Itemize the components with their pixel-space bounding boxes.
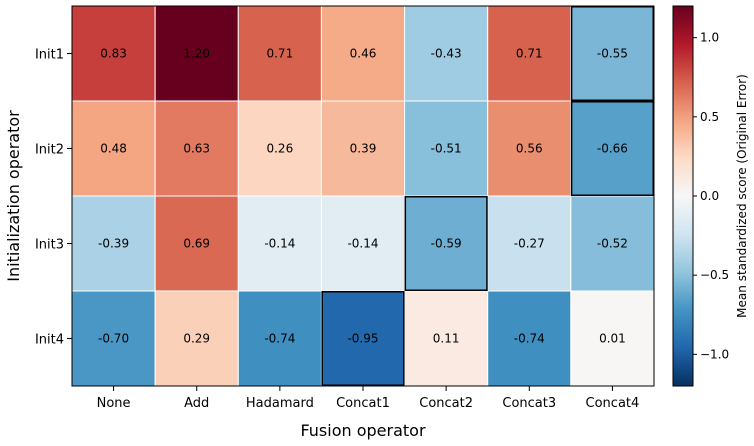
cell-value-label: 0.69 [183,237,210,251]
heatmap-cell [320,5,406,102]
cell-value-label: -0.70 [98,332,129,346]
heatmap-cell [487,5,572,102]
cell-value-label: 0.01 [599,332,626,346]
heatmap-cell [404,100,489,197]
heatmap-cell [570,195,655,292]
heatmap-cell [237,100,322,197]
cell-value-label: 0.11 [433,332,460,346]
colorbar-tick-label: 0.0 [700,189,719,203]
cell-value-label: 0.63 [183,142,210,156]
cell-value-label: -0.14 [347,237,378,251]
cell-value-label: -0.51 [431,142,462,156]
heatmap-cell [404,5,489,102]
cell-value-label: 0.71 [266,47,293,61]
heatmap-cell [154,5,239,102]
y-tick-label: Init2 [35,143,64,158]
heatmap-cell-labels: 0.83 1.20 0.71 0.46 -0.43 0.71 -0.55 0.48 0.63 0.… [98,47,628,346]
x-tick-label: Add [184,396,209,411]
colorbar-tick-label: 0.5 [700,110,719,124]
cell-value-label: 1.20 [183,47,210,61]
cell-value-label: 0.46 [350,47,377,61]
cell-value-label: -0.95 [347,332,378,346]
colorbar [672,5,694,387]
cell-value-label: 0.83 [100,47,127,61]
y-tick-label: Init3 [35,238,64,253]
heatmap-cell [487,290,572,387]
heatmap-cell [71,290,156,387]
heatmap-cell [487,100,572,197]
cell-value-label: 0.48 [100,142,127,156]
x-tick-label: None [97,396,131,411]
heatmap-cell [154,290,239,387]
heatmap-cell [320,290,406,387]
cell-value-label: 0.71 [516,47,543,61]
cell-value-label: -0.66 [597,142,628,156]
heatmap-cell [487,195,572,292]
colorbar-tick-label: 1.0 [700,31,719,45]
cell-value-label: -0.27 [514,237,545,251]
colorbar-tick-label: −0.5 [700,268,729,282]
y-axis-label: Initialization operator [4,110,23,282]
highlight-box [404,196,488,291]
cell-value-label: -0.52 [597,237,628,251]
cell-value-label: -0.43 [431,47,462,61]
x-tick-label: Concat4 [586,396,640,411]
x-tick-label: Hadamard [246,396,314,411]
heatmap-cell [154,195,239,292]
y-axis-ticks: Init1 Init2 Init3 Init4 [35,48,72,348]
cell-value-label: 0.56 [516,142,543,156]
x-tick-label: Concat1 [336,396,390,411]
highlight-box [321,291,405,386]
heatmap-cell [71,5,156,102]
y-tick-label: Init4 [35,333,64,348]
heatmap-cells [71,5,655,387]
heatmap-cell [570,290,655,387]
heatmap-cell [237,195,322,292]
highlight-boxes [321,6,654,386]
cell-value-label: -0.59 [431,237,462,251]
cell-value-label: -0.14 [264,237,295,251]
cell-value-label: 0.39 [350,142,377,156]
x-tick-label: Concat2 [419,396,473,411]
x-tick-label: Concat3 [502,396,556,411]
heatmap-cell [320,195,406,292]
heatmap-cell [404,195,489,292]
colorbar-tick-label: −1.0 [700,347,729,361]
colorbar-label: Mean standardized score (Original Error) [735,74,749,318]
highlight-box [570,6,654,101]
cell-value-label: -0.39 [98,237,129,251]
cell-value-label: 0.29 [183,332,210,346]
x-axis-label: Fusion operator [300,421,426,440]
x-axis-ticks: None Add Hadamard Concat1 Concat2 Concat3 Conc… [97,386,640,411]
y-tick-label: Init1 [35,48,64,63]
cell-value-label: -0.55 [597,47,628,61]
cell-value-label: 0.26 [266,142,293,156]
cell-value-label: -0.74 [514,332,545,346]
heatmap-cell [71,195,156,292]
cell-value-label: -0.74 [264,332,295,346]
highlight-box [570,101,654,196]
colorbar-ticks: −1.0 −0.5 0.0 0.5 1.0 [693,31,729,361]
